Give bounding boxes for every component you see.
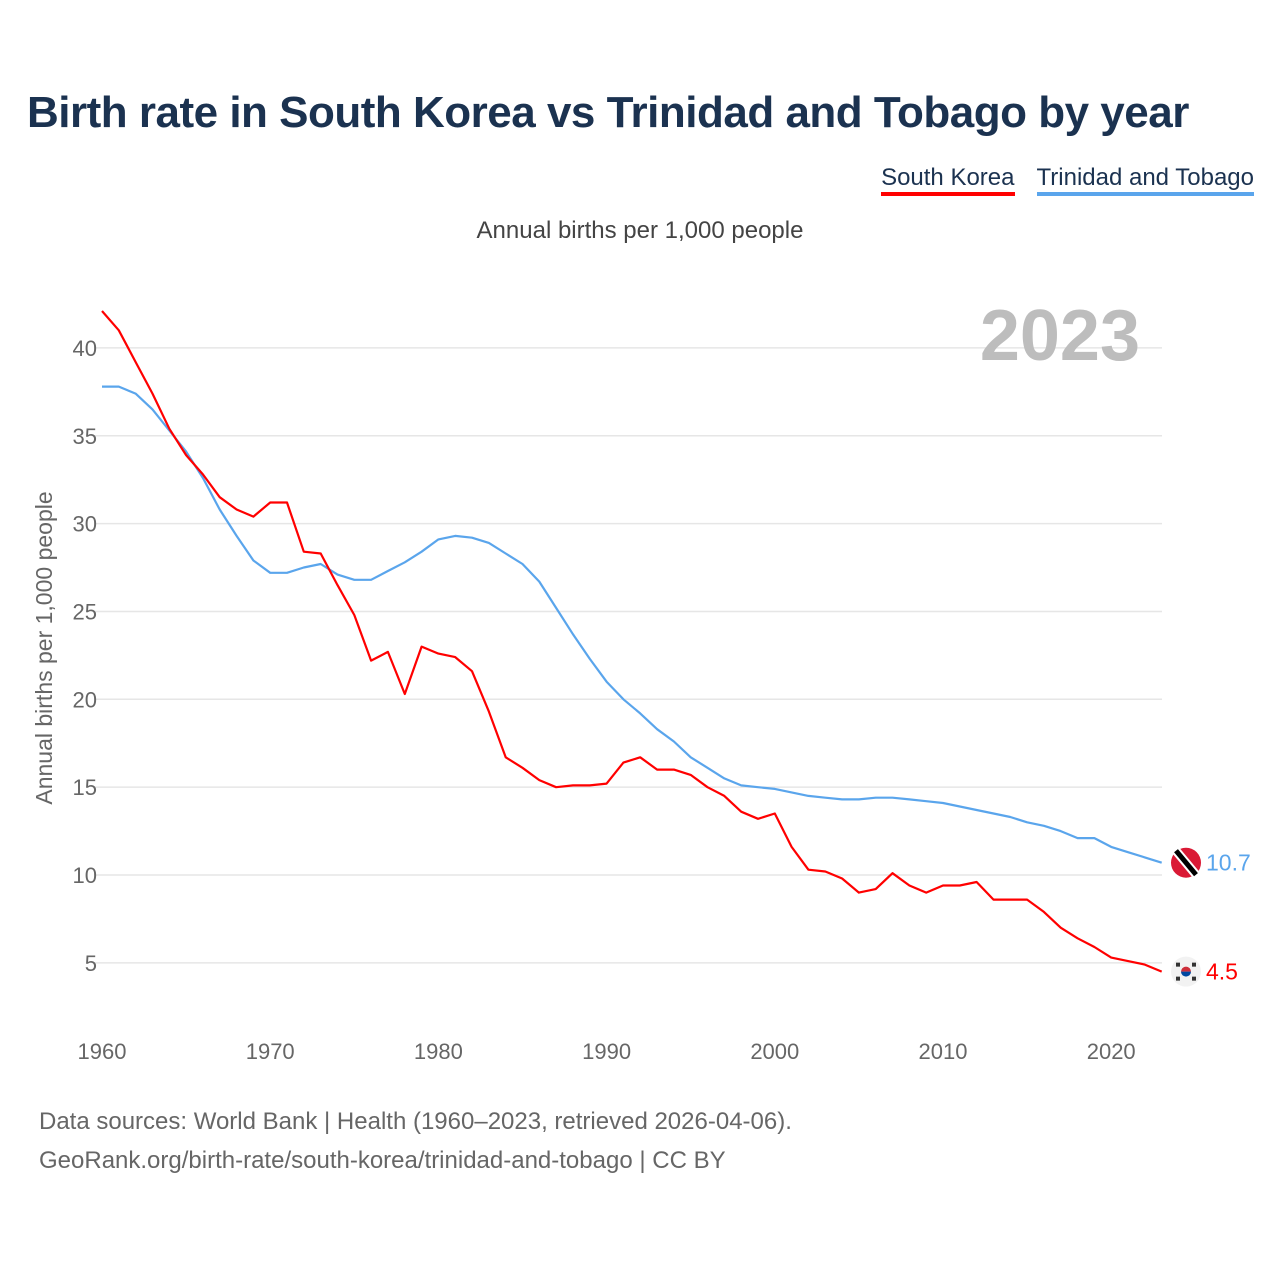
chart-title: Birth rate in South Korea vs Trinidad an…: [27, 88, 1189, 137]
y-tick-label: 5: [85, 951, 97, 976]
year-label: 2023: [980, 296, 1140, 376]
series-line-south-korea: [101, 310, 1163, 973]
chart-subtitle: Annual births per 1,000 people: [476, 217, 804, 244]
y-tick-label: 35: [73, 424, 97, 449]
x-tick-label: 1980: [414, 1039, 463, 1064]
y-tick-label: 40: [73, 336, 97, 361]
legend-trinidad-and-tobago[interactable]: Trinidad and Tobago: [1036, 164, 1254, 196]
y-axis-label: Annual births per 1,000 people: [31, 491, 57, 804]
y-tick-label: 20: [73, 687, 97, 712]
x-tick-label: 1970: [246, 1039, 295, 1064]
legend-south-korea[interactable]: South Korea: [881, 164, 1015, 196]
source-line-2: GeoRank.org/birth-rate/south-korea/trini…: [39, 1147, 726, 1174]
south-korea-flag-icon: [1171, 956, 1201, 987]
legend: South Korea Trinidad and Tobago: [881, 164, 1254, 196]
source-line-1: Data sources: World Bank | Health (1960–…: [39, 1108, 792, 1135]
x-tick-label: 2020: [1087, 1039, 1136, 1064]
end-label-trinidad-and-tobago: 10.7: [1206, 850, 1251, 876]
trinidad-and-tobago-flag-icon: [1171, 847, 1201, 878]
x-tick-label: 2000: [750, 1039, 799, 1064]
end-label-south-korea: 4.5: [1206, 959, 1238, 985]
x-tick-label: 1990: [582, 1039, 631, 1064]
x-tick-label: 1960: [78, 1039, 127, 1064]
y-tick-label: 25: [73, 599, 97, 624]
series-line-trinidad-and-tobago: [102, 385, 1163, 864]
y-tick-label: 10: [73, 863, 97, 888]
y-tick-label: 15: [73, 775, 97, 800]
x-tick-label: 2010: [919, 1039, 968, 1064]
y-tick-label: 30: [73, 512, 97, 537]
